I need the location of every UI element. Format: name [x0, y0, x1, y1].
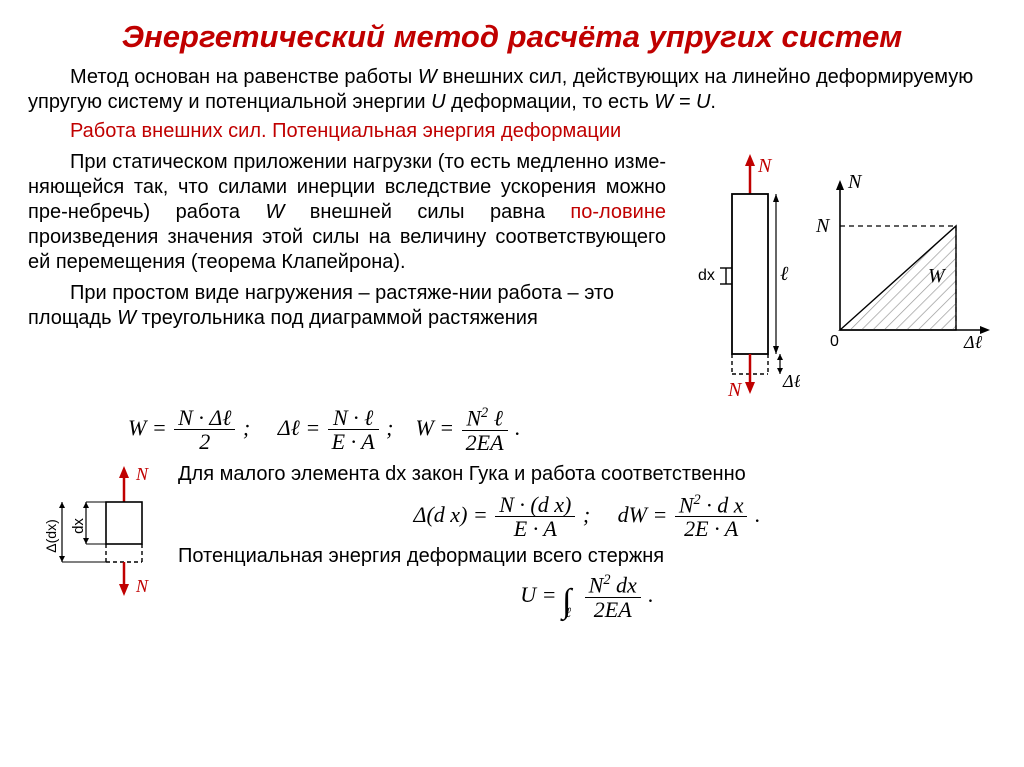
paragraph-1: Метод основан на равенстве работы W внеш… — [28, 65, 996, 115]
rod-dx: dx — [698, 267, 715, 284]
rod-n-bot: N — [727, 379, 743, 400]
el-n-top: N — [135, 464, 149, 484]
el-ddx: Δ(dx) — [43, 519, 59, 552]
text-figure-row: При статическом приложении нагрузки (то … — [28, 150, 996, 400]
tri-zero: 0 — [830, 333, 839, 350]
paragraph-2: При статическом приложении нагрузки (то … — [28, 150, 666, 275]
element-row: N N dx Δ(dx) Для малого э — [28, 458, 996, 628]
figure-element: N N dx Δ(dx) — [28, 458, 178, 608]
page-title: Энергетический метод расчёта упругих сис… — [28, 18, 996, 55]
p1-d: . — [710, 91, 716, 113]
rod-dell: Δℓ — [782, 371, 800, 391]
tri-dell: Δℓ — [963, 332, 983, 352]
tri-n-val: N — [815, 215, 831, 237]
p1-a: Метод основан на равенстве работы — [70, 66, 418, 88]
p2-b: внешней силы равна — [284, 201, 570, 223]
rod-n-top: N — [757, 155, 773, 177]
figure-rod: N dx ℓ Δℓ N — [680, 150, 800, 400]
subheading: Работа внешних сил. Потенциальная энерги… — [28, 119, 996, 144]
sym-wu: W = U — [654, 91, 710, 113]
tri-n-axis: N — [847, 171, 863, 193]
sym-w: W — [418, 66, 437, 88]
el-dx: dx — [70, 517, 87, 533]
tri-w: W — [928, 265, 947, 287]
text-column: При статическом приложении нагрузки (то … — [28, 150, 666, 331]
p1-c: деформации, то есть — [446, 91, 655, 113]
rod-ell: ℓ — [780, 263, 789, 285]
element-text: Для малого элемента dx закон Гука и рабо… — [178, 458, 996, 628]
figure-triangle: N N W 0 Δℓ — [806, 170, 996, 360]
paragraph-3: При простом виде нагружения – растяже-ни… — [28, 281, 666, 331]
paragraph-4: Для малого элемента dx закон Гука и рабо… — [178, 462, 996, 487]
sym-w3: W — [117, 307, 136, 329]
equation-2: Δ(d x) = N · (d x)E · A ; dW = N2 · d x2… — [178, 493, 996, 541]
equation-1: W = N · Δℓ2 ; Δℓ = N · ℓE · A ; W = N2 ℓ… — [128, 406, 996, 454]
el-n-bot: N — [135, 576, 149, 596]
sym-w2: W — [265, 201, 284, 223]
p2-c: произведения значения этой силы на велич… — [28, 226, 666, 273]
equation-3: U = ∫ℓ N2 dx2EA . — [178, 573, 996, 623]
sym-u: U — [431, 91, 445, 113]
p3-b: треугольника под диаграммой растяжения — [136, 307, 538, 329]
paragraph-5: Потенциальная энергия деформации всего с… — [178, 544, 996, 569]
p2-red: по-ловине — [570, 201, 666, 223]
